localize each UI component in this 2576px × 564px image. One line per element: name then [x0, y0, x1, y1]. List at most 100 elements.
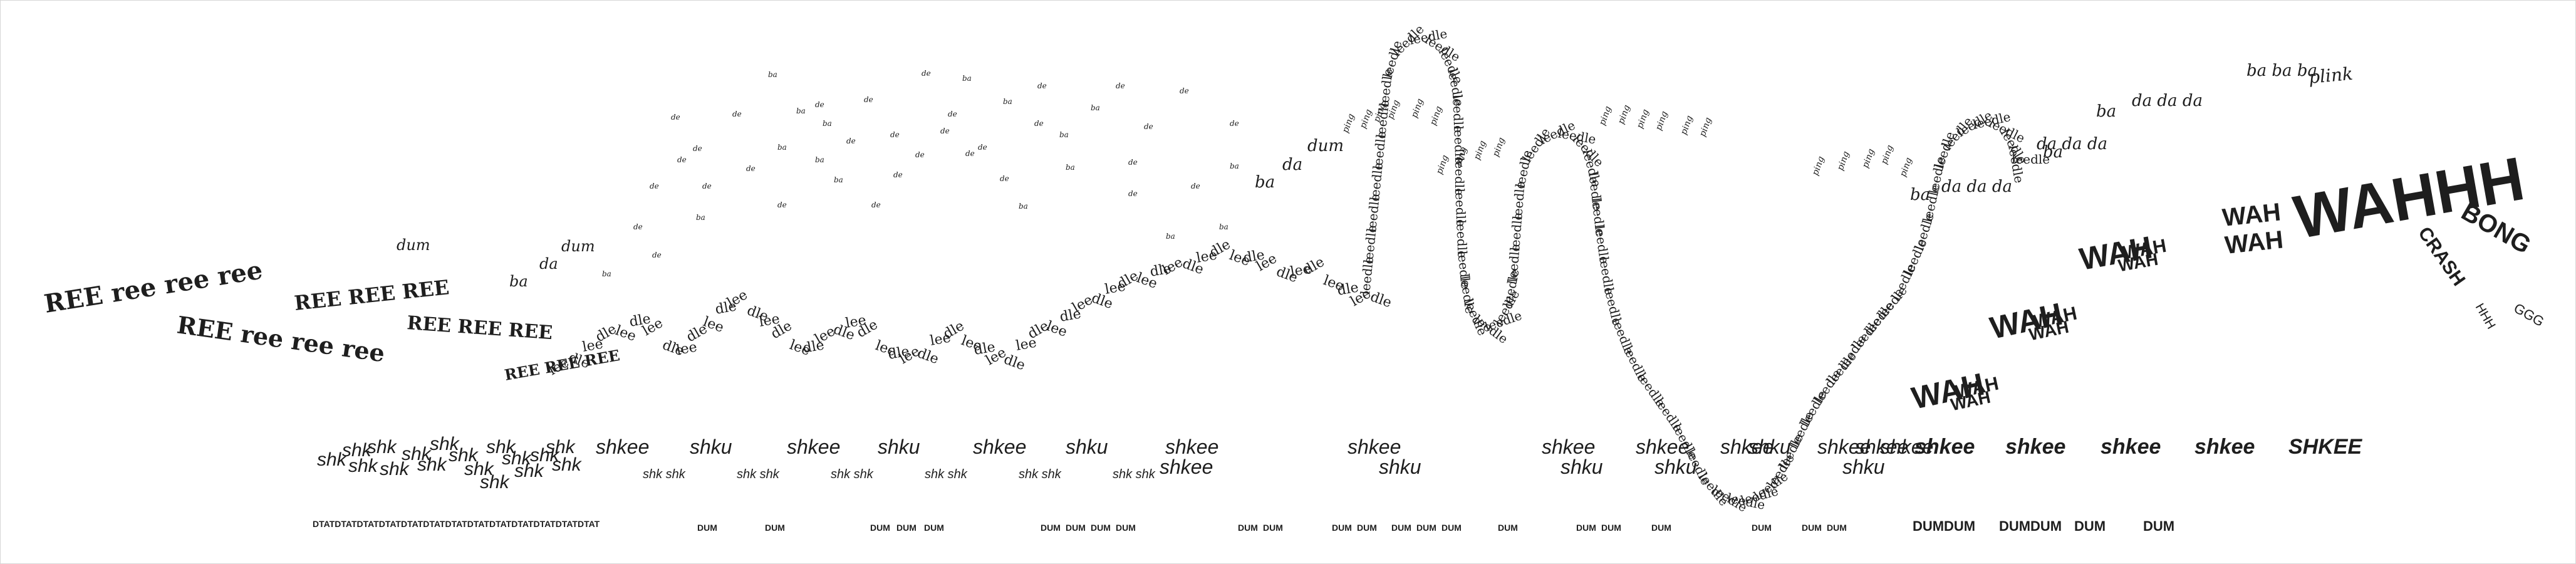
shk-word: shk: [317, 449, 348, 470]
shku-word: shku: [1842, 456, 1885, 478]
tiny-word: de: [922, 69, 931, 78]
shk-word: shk: [367, 437, 398, 457]
tiny-word: ba: [1219, 222, 1228, 231]
ping-word: ping: [1597, 105, 1614, 127]
tiny-word: ba: [1003, 97, 1012, 106]
tiny-word: de: [1128, 158, 1138, 167]
tiny-word: ba: [823, 119, 832, 128]
dum-word-caps: DUM: [2143, 518, 2174, 534]
path-word: dle: [915, 345, 941, 367]
da-word: da: [1282, 155, 1302, 174]
path-word: lee: [844, 313, 868, 332]
dum-word-caps: DUM: [1999, 518, 2030, 534]
shkee-word: shkee: [1720, 436, 1774, 458]
shk-word: shk: [546, 437, 576, 457]
tiny-word: de: [746, 164, 756, 173]
dum-word-caps: DUM: [765, 523, 785, 533]
tiny-word: ba: [768, 70, 777, 79]
shk-word: shk: [402, 444, 432, 464]
shk-word: shk: [348, 456, 379, 476]
ping-word: ping: [1428, 105, 1445, 127]
path-word: dle: [628, 311, 652, 330]
tiny-word: de: [864, 95, 873, 104]
shk-word: shk: [464, 459, 495, 479]
ping-word: ping: [1616, 103, 1633, 125]
ping-word: ping: [1654, 110, 1670, 132]
dum-word-caps: DUM: [1913, 518, 1944, 534]
shk-word: shk: [417, 454, 448, 475]
dum-word-caps: DUM: [924, 523, 944, 533]
path-word: lee: [581, 337, 605, 355]
tiny-word: de: [671, 113, 680, 122]
dum-word-caps: DUM: [1601, 523, 1621, 533]
shkshk-word: shk shk: [737, 467, 780, 481]
dum-word-caps: DUM: [697, 523, 717, 533]
path-word: dle: [714, 298, 738, 318]
dum-word-caps: DUM: [1116, 523, 1136, 533]
ba-word: ba: [1255, 173, 1275, 192]
path-word: lee: [758, 311, 781, 330]
ping-word: ping: [1810, 155, 1827, 177]
shkee-word: shkee: [1542, 436, 1595, 458]
ree-word: REE REE REE: [406, 312, 553, 344]
dum-word-caps: DUM: [1066, 523, 1086, 533]
ping-word: ping: [1898, 156, 1914, 178]
shkee-word: shkee: [1160, 456, 1213, 478]
ping-word: ping: [1679, 114, 1695, 136]
shkee-word: shkee: [1855, 436, 1908, 458]
tiny-word: de: [1037, 81, 1047, 90]
shku-word: shku: [878, 436, 920, 458]
path-word: lee: [1015, 335, 1038, 354]
tat-word: DTATDTATDTATDTATDTATDTATDTATDTATDTATDTAT…: [313, 519, 600, 529]
tiny-word: ba: [834, 175, 843, 184]
tiny-word: ba: [1066, 163, 1075, 172]
shkee-word: shkee: [1636, 436, 1689, 458]
tiny-word: de: [871, 201, 881, 209]
tiny-word: ba: [777, 143, 787, 152]
shkshk-word: shk shk: [925, 467, 968, 481]
shk-word: shk: [502, 448, 532, 469]
tiny-word: ba: [1166, 232, 1175, 241]
dum-word-caps: DUM: [1498, 523, 1518, 533]
tiny-word: de: [940, 127, 950, 135]
ree-word: REE ree ree ree: [175, 310, 387, 367]
leedle-word: leedle: [1450, 94, 1466, 133]
ree-word: REE REE REE: [293, 275, 450, 315]
path-word: lee: [1195, 248, 1218, 266]
dum-word-caps: DUM: [1651, 523, 1671, 533]
tiny-word: de: [846, 137, 856, 145]
path-word: dle: [1242, 247, 1266, 266]
tiny-word: de: [1128, 189, 1138, 198]
shkee-word: shkee: [787, 436, 840, 458]
plink-word: plink: [2308, 63, 2354, 88]
dum-word-caps: DUM: [1802, 523, 1822, 533]
path-word: dle: [887, 343, 911, 363]
path-word: dle: [1149, 261, 1173, 280]
dum-word-caps: DUM: [1391, 523, 1411, 533]
path-word: lee: [1104, 279, 1127, 298]
leedle-word: leedle: [1507, 212, 1525, 252]
dum-word-caps: DUM: [1091, 523, 1111, 533]
tiny-word: de: [677, 155, 687, 164]
tiny-word: de: [702, 182, 712, 191]
shk-word: shk: [514, 461, 545, 481]
wah-word: WAH: [2221, 198, 2282, 232]
shkshk-word: shk shk: [1019, 467, 1062, 481]
path-word: lee: [929, 330, 952, 349]
dum-word-caps: DUM: [870, 523, 890, 533]
leedle-word: leedle: [1451, 125, 1467, 164]
ggg-word: GGG: [2511, 300, 2547, 330]
shkee-word: shkee: [1348, 436, 1401, 458]
ping-word: ping: [1635, 108, 1651, 130]
shkee-word: shkee: [596, 436, 649, 458]
ping-word: ping: [1472, 139, 1488, 161]
shk-word: shk: [380, 459, 410, 479]
tiny-word: de: [732, 110, 742, 118]
dum-word: dum: [1307, 137, 1344, 155]
shk-word: shk: [530, 445, 561, 466]
shkee-word: shkee: [2005, 435, 2065, 459]
hhh-word: HHH: [2473, 301, 2498, 332]
shkshk-word: shk shk: [643, 467, 686, 481]
ping-word: ping: [1491, 136, 1507, 158]
